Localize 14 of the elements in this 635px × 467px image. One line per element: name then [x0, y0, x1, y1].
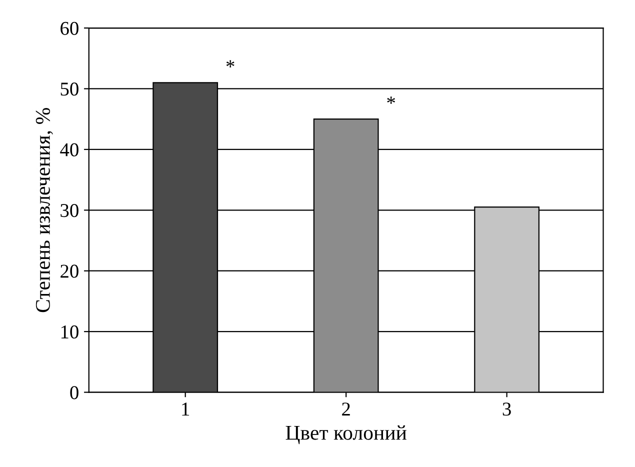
x-tick-label: 2: [342, 402, 350, 416]
x-axis-title: Цвет колоний: [286, 425, 406, 444]
y-tick-label: 60: [60, 22, 78, 35]
y-tick-label: 0: [70, 386, 78, 400]
annotation: *: [226, 60, 234, 68]
y-tick-label: 20: [60, 264, 78, 278]
y-axis-title: Степень извлечения, %: [36, 108, 53, 312]
y-tick-label: 10: [61, 325, 78, 339]
x-tick-label: 1: [182, 402, 190, 416]
annotation: *: [387, 96, 396, 104]
y-tick-label: 30: [60, 204, 78, 218]
x-tick-label: 3: [502, 402, 511, 416]
y-tick-label: 40: [60, 143, 78, 156]
y-tick-label: 50: [60, 82, 78, 96]
